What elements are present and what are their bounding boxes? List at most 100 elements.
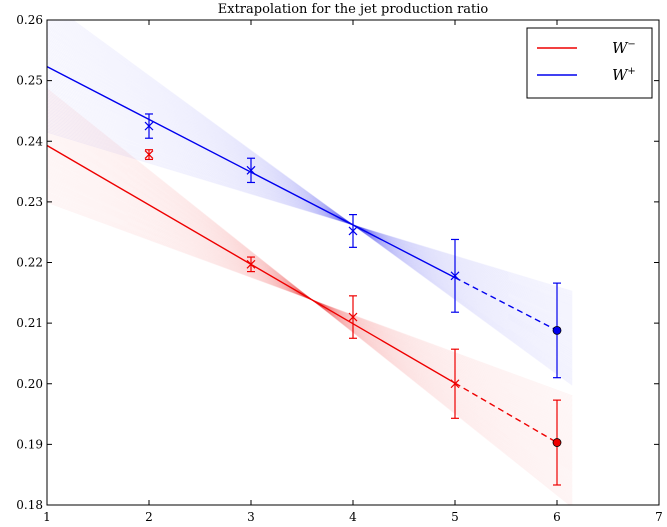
x-tick-label: 5 <box>451 510 459 524</box>
fit-spread-line <box>47 93 573 320</box>
y-tick-label: 0.25 <box>16 74 43 88</box>
fit-spread-line <box>47 128 573 294</box>
fit-spread-line <box>47 125 573 297</box>
fit-spread-line <box>47 43 573 356</box>
x-tick-label: 1 <box>43 510 51 524</box>
fit-spread-line <box>47 102 573 313</box>
fit-spread-line <box>49 20 573 375</box>
fit-spread-line <box>47 22 573 370</box>
fit-spread-line <box>47 58 573 345</box>
fit-spread-line <box>47 109 573 308</box>
fit-spread-line <box>47 24 573 369</box>
fit-spread-line <box>47 86 573 325</box>
fit-spread-line <box>47 112 573 306</box>
y-tick-label: 0.18 <box>16 498 43 512</box>
fit-spread-line <box>47 114 573 305</box>
fit-spread-line <box>47 21 573 371</box>
fit-spread-line <box>68 20 573 384</box>
fit-spread-line <box>47 30 573 365</box>
data-point-marker <box>348 312 358 322</box>
fit-spread-line <box>52 20 573 376</box>
fit-spread-line <box>47 116 573 303</box>
fit-spread-line <box>47 27 573 367</box>
legend: W−W+ <box>526 27 653 99</box>
fit-spread-line <box>47 40 573 358</box>
fit-spread-line <box>47 90 573 322</box>
y-tick-label: 0.26 <box>16 13 43 27</box>
fit-spread-line <box>47 55 573 347</box>
data-point-marker <box>144 150 154 160</box>
extrapolation-line <box>454 277 558 332</box>
fit-spread-line <box>47 37 573 360</box>
fit-spread-line <box>56 20 573 378</box>
fit-spread-line <box>47 96 573 318</box>
y-tick-label: 0.20 <box>16 377 43 391</box>
fit-spread-line <box>47 41 573 357</box>
fit-spread-line <box>47 25 573 368</box>
data-point-marker <box>450 271 460 281</box>
y-tick-label: 0.21 <box>16 316 43 330</box>
fit-spread-line <box>47 105 573 311</box>
uncertainty-bands <box>47 20 573 505</box>
x-tick-label: 2 <box>145 510 153 524</box>
x-tick-label: 4 <box>349 510 357 524</box>
fit-spread-line <box>47 97 573 317</box>
fit-spread-line <box>47 44 573 355</box>
fit-spread-line <box>47 99 573 316</box>
fit-spread-line <box>47 106 573 310</box>
fit-spread-line <box>47 46 573 353</box>
fit-spread-line <box>47 80 573 329</box>
fit-spread-line <box>62 20 573 381</box>
fit-spread-line <box>47 59 573 344</box>
fit-spread-line <box>47 87 573 324</box>
x-tick-label: 6 <box>553 510 561 524</box>
fit-spread-line <box>47 74 573 333</box>
fit-spread-line <box>47 33 573 363</box>
y-tick-label: 0.22 <box>16 256 43 270</box>
data-point-marker <box>348 226 358 236</box>
fit-spread-line <box>58 20 573 379</box>
y-tick-label: 0.23 <box>16 195 43 209</box>
data-point-marker <box>450 379 460 389</box>
fit-spread-line <box>47 49 573 351</box>
axis-ticks: 1 2 3 4 5 6 7 0.18 0.19 0.20 0.21 0.22 0.23 0.24 0.25 0… <box>16 13 663 524</box>
legend-box <box>526 27 653 99</box>
fit-spread-line <box>70 20 573 385</box>
fit-spread-line <box>47 130 573 293</box>
fit-spread-line <box>47 103 573 312</box>
fit-spread-line <box>47 34 573 362</box>
fit-spread-line <box>64 20 573 382</box>
x-tick-label: 7 <box>655 510 663 524</box>
fit-spread-line <box>47 39 573 359</box>
fit-spread-line <box>47 127 573 296</box>
fit-spread-line <box>47 81 573 328</box>
extrapolated-point <box>552 325 562 335</box>
fit-spread-line <box>47 118 573 302</box>
fit-spread-line <box>47 78 573 330</box>
fit-spread-line <box>47 50 573 350</box>
fit-spread-line <box>47 52 573 349</box>
fit-spread-line <box>47 77 573 331</box>
fit-spread-line <box>47 56 573 346</box>
fit-spread-line <box>47 121 573 300</box>
chart-title: Extrapolation for the jet production rat… <box>218 2 489 17</box>
extrapolated-point <box>552 438 562 447</box>
fit-spread-line <box>47 94 573 319</box>
fit-spread-line <box>71 20 573 386</box>
fit-spread-line <box>47 28 573 366</box>
fit-spread-line <box>47 20 573 373</box>
fit-spread-line <box>47 89 573 323</box>
fit-spread-line <box>47 20 573 372</box>
fit-spread-line <box>47 111 573 307</box>
fit-spread-line <box>47 83 573 327</box>
series-layer <box>46 66 562 486</box>
data-point-marker <box>246 165 256 175</box>
fit-spread-line <box>47 53 573 348</box>
fit-spread-line <box>47 122 573 299</box>
fit-spread-line <box>66 20 573 383</box>
fit-spread-line <box>47 84 573 326</box>
fit-spread-line <box>47 124 573 298</box>
fit-spread-line <box>60 20 573 380</box>
y-tick-label: 0.19 <box>16 437 43 451</box>
